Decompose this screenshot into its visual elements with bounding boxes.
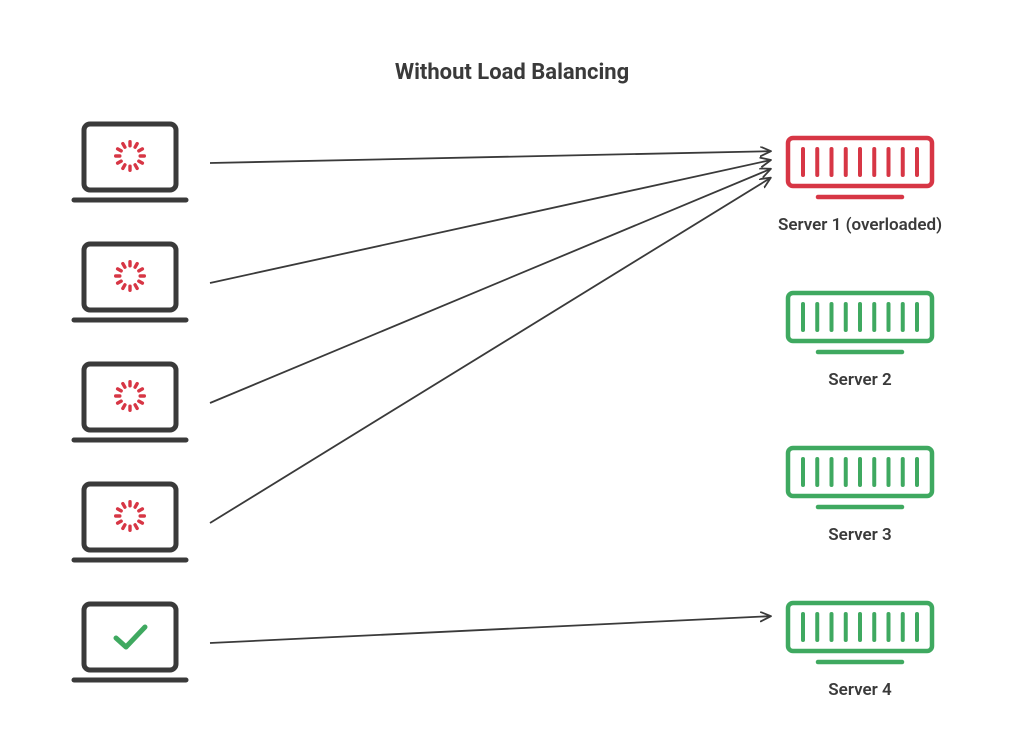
server-icon — [785, 445, 935, 513]
spinner-icon — [70, 374, 190, 418]
arrow-3 — [210, 169, 770, 403]
spinner-icon — [70, 134, 190, 178]
server-label: Server 1 (overloaded) — [760, 215, 960, 235]
arrow-4 — [210, 178, 770, 523]
server-2: Server 2 — [760, 290, 960, 390]
arrow-5 — [210, 616, 770, 643]
client-5 — [70, 600, 190, 686]
server-icon — [785, 600, 935, 668]
server-icon — [785, 290, 935, 358]
server-4: Server 4 — [760, 600, 960, 700]
server-icon — [785, 135, 935, 203]
arrow-2 — [210, 160, 770, 283]
server-label: Server 3 — [760, 525, 960, 545]
server-label: Server 4 — [760, 680, 960, 700]
spinner-icon — [70, 494, 190, 538]
client-4 — [70, 480, 190, 566]
server-label: Server 2 — [760, 370, 960, 390]
diagram-title: Without Load Balancing — [0, 60, 1024, 85]
client-2 — [70, 240, 190, 326]
client-1 — [70, 120, 190, 206]
spinner-icon — [70, 254, 190, 298]
client-3 — [70, 360, 190, 446]
server-1: Server 1 (overloaded) — [760, 135, 960, 235]
server-3: Server 3 — [760, 445, 960, 545]
arrow-1 — [210, 151, 770, 163]
check-icon — [70, 614, 190, 660]
